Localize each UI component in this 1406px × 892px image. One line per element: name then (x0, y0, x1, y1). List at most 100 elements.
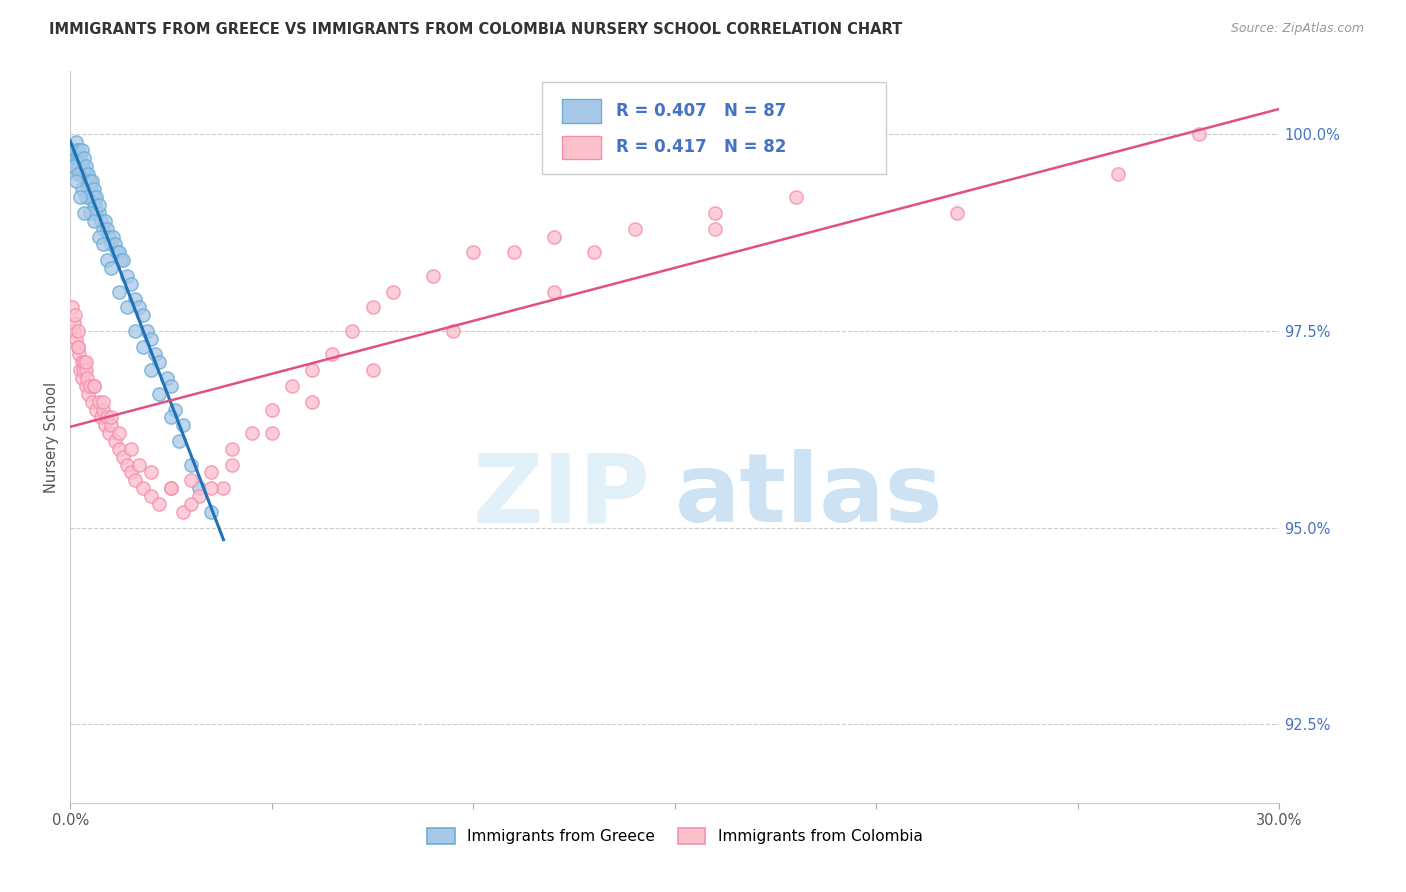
Point (69, 167, 91, 181)
Point (70, 159, 93, 173)
Point (67, 159, 90, 173)
Point (128, 301, 150, 315)
Text: IMMIGRANTS FROM GREECE VS IMMIGRANTS FROM COLOMBIA NURSERY SCHOOL CORRELATION CH: IMMIGRANTS FROM GREECE VS IMMIGRANTS FRO… (49, 22, 903, 37)
Point (69, 151, 91, 165)
Point (381, 285, 404, 299)
Point (463, 245, 485, 260)
Point (543, 229, 565, 244)
Point (82, 174, 104, 188)
Text: Source: ZipAtlas.com: Source: ZipAtlas.com (1230, 22, 1364, 36)
Point (70, 355, 93, 369)
Point (66, 340, 89, 354)
Point (72, 182, 94, 196)
Point (72, 363, 94, 377)
Point (107, 285, 129, 299)
Text: R = 0.407   N = 87: R = 0.407 N = 87 (616, 102, 786, 120)
Point (124, 324, 146, 338)
Point (83, 379, 105, 393)
Point (139, 489, 162, 503)
Point (65, 332, 87, 346)
Point (80, 182, 103, 196)
Point (148, 387, 170, 401)
Point (91, 221, 114, 235)
Point (79, 190, 101, 204)
Point (77, 387, 100, 401)
Point (180, 473, 202, 487)
Point (84, 198, 107, 212)
Point (132, 481, 155, 495)
Point (101, 229, 124, 244)
Point (104, 237, 127, 252)
Point (110, 253, 132, 268)
Point (156, 371, 179, 385)
Point (75, 159, 97, 173)
Point (79, 206, 101, 220)
Point (301, 394, 323, 409)
Point (188, 481, 211, 495)
Point (172, 505, 194, 519)
Point (65, 151, 87, 165)
Point (321, 347, 343, 361)
Point (62, 151, 84, 165)
Point (180, 497, 202, 511)
Point (139, 363, 162, 377)
Point (623, 221, 645, 235)
Point (76, 174, 98, 188)
Point (301, 363, 323, 377)
Point (72, 159, 94, 173)
Point (107, 245, 129, 260)
Point (180, 458, 202, 472)
Text: ZIP: ZIP (472, 449, 651, 542)
Point (83, 182, 105, 196)
Bar (562, 136, 602, 159)
Point (63, 143, 86, 157)
Point (87, 229, 110, 244)
Point (104, 434, 127, 448)
Point (1107, 167, 1129, 181)
Point (72, 143, 94, 157)
Point (91, 237, 114, 252)
Point (75, 174, 97, 188)
Point (200, 481, 222, 495)
Point (946, 206, 969, 220)
Point (502, 245, 524, 260)
Point (107, 426, 129, 441)
Point (75, 379, 97, 393)
Point (132, 308, 155, 322)
Point (65, 135, 87, 149)
Point (73, 167, 96, 181)
Point (148, 355, 170, 369)
Point (441, 324, 464, 338)
Y-axis label: Nursery School: Nursery School (44, 382, 59, 492)
Point (75, 190, 97, 204)
Point (342, 324, 364, 338)
Point (83, 214, 105, 228)
Point (82, 190, 104, 204)
Point (77, 167, 100, 181)
Point (69, 363, 91, 377)
Point (107, 442, 129, 456)
Point (96, 410, 118, 425)
Point (63, 308, 86, 322)
Text: R = 0.417   N = 82: R = 0.417 N = 82 (616, 138, 786, 156)
Point (165, 402, 187, 417)
Point (79, 174, 101, 188)
Point (65, 174, 87, 188)
Point (139, 466, 162, 480)
Point (73, 206, 96, 220)
Point (188, 489, 211, 503)
Point (115, 301, 138, 315)
Point (86, 402, 108, 417)
Point (90, 214, 111, 228)
Point (79, 174, 101, 188)
Point (281, 379, 304, 393)
Point (111, 450, 134, 464)
Point (100, 237, 122, 252)
Point (212, 481, 235, 495)
Point (60, 159, 83, 173)
Point (96, 221, 118, 235)
Point (97, 426, 120, 441)
Point (77, 182, 100, 196)
Point (90, 410, 111, 425)
Point (221, 458, 243, 472)
